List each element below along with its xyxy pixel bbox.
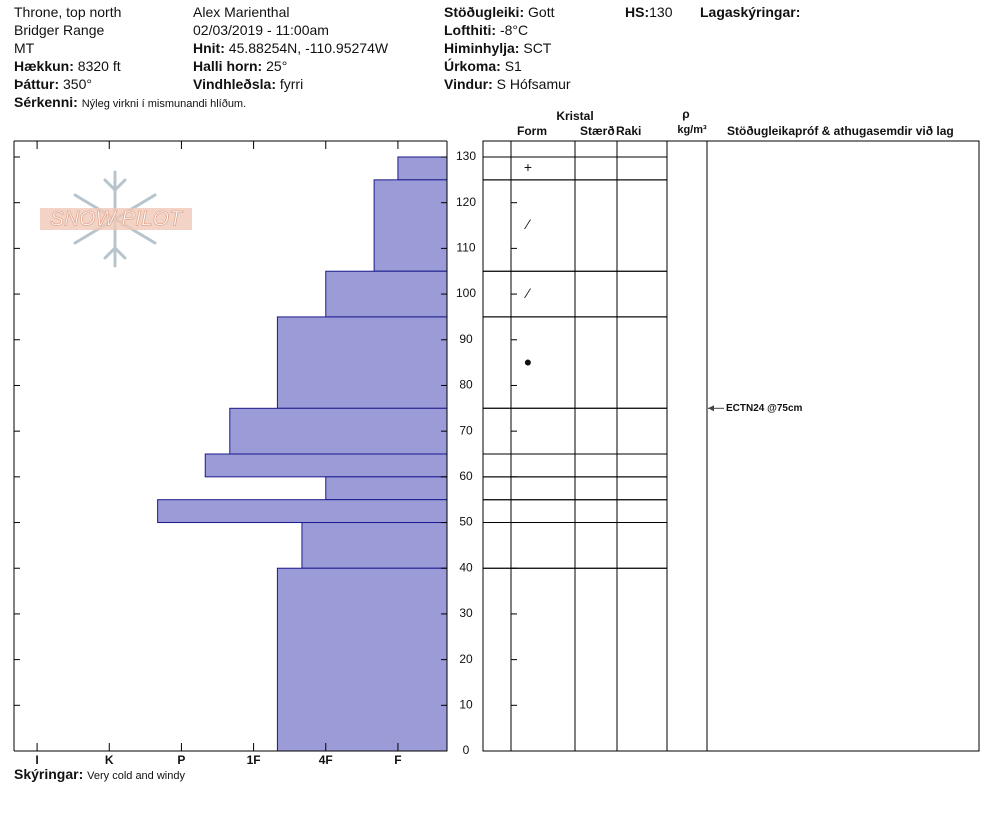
table-frame	[482, 140, 980, 752]
arrow-head	[708, 405, 714, 412]
grain-form: ⁄	[524, 285, 532, 301]
value: Nýleg virkni í mismunandi hlíðum.	[81, 98, 247, 110]
value: 130	[649, 4, 673, 20]
logo-text: SNOW PILOT	[50, 208, 184, 231]
layer-notes: Lagaskýringar:	[700, 4, 801, 20]
density-unit: kg/m³	[677, 124, 707, 136]
y-tick-label: 110	[456, 241, 475, 255]
y-tick-label: 50	[459, 515, 473, 529]
state: MT	[14, 40, 35, 56]
x-tick-label: F	[394, 753, 401, 767]
x-tick-label: I	[35, 753, 38, 767]
label: HS:	[625, 4, 650, 20]
x-tick-label: 4F	[319, 753, 333, 767]
value: Very cold and windy	[87, 770, 185, 782]
value: Gott	[528, 4, 555, 20]
test-label: ECTN24 @75cm	[726, 403, 803, 414]
y-tick-label: 90	[459, 332, 473, 346]
footer: Skýringar: Very cold and windy	[14, 765, 185, 785]
hardness-bar	[325, 476, 448, 501]
crystal: Kristal	[556, 109, 593, 123]
precip: Úrkoma: S1	[444, 57, 522, 75]
stability: Stöðugleiki: Gott	[444, 3, 554, 21]
value: S1	[504, 58, 522, 74]
hardness-bar	[325, 270, 448, 318]
location: Throne, top north	[14, 4, 122, 20]
logo-band	[40, 208, 192, 230]
hs: HS:130	[625, 3, 672, 21]
hardness-bar	[229, 407, 448, 455]
air-temp: Lofthiti: -8°C	[444, 21, 528, 39]
y-tick-label: 40	[459, 560, 473, 574]
label: Halli horn:	[193, 58, 263, 74]
y-tick-label: 80	[459, 378, 473, 392]
hardness-bar	[397, 156, 448, 181]
value: 8320 ft	[77, 58, 121, 74]
observer: Alex Marienthal	[193, 4, 290, 20]
elevation: Hækkun: 8320 ft	[14, 57, 121, 75]
rho: ρ	[682, 107, 689, 121]
slope: Halli horn: 25°	[193, 57, 287, 75]
sky: Himinhylja: SCT	[444, 39, 551, 57]
y-tick-label: 30	[459, 606, 473, 620]
moisture: Raki	[616, 124, 641, 138]
wind-loading: Vindhleðsla: fyrri	[193, 75, 303, 93]
hardness-bar	[373, 179, 448, 272]
label: Himinhylja:	[444, 40, 520, 56]
value: 25°	[266, 58, 288, 74]
features: Sérkenni: Nýleg virkni í mismunandi hlíð…	[14, 93, 246, 113]
x-tick-label: 1F	[247, 753, 261, 767]
y-tick-label: 10	[459, 697, 473, 711]
range: Bridger Range	[14, 22, 105, 38]
y-tick-label: 20	[459, 652, 473, 666]
label: Þáttur:	[14, 76, 60, 92]
value: S Hófsamur	[496, 76, 571, 92]
y-tick-label: 130	[456, 149, 476, 163]
label: Vindur:	[444, 76, 493, 92]
y-tick-label: 100	[456, 286, 476, 300]
label: Vindhleðsla:	[193, 76, 276, 92]
y-tick-label: 0	[463, 743, 470, 757]
value: SCT	[523, 40, 552, 56]
datetime: 02/03/2019 - 11:00am	[193, 22, 329, 38]
y-tick-label: 60	[459, 469, 473, 483]
hardness-bar	[276, 316, 448, 409]
hardness-bar	[157, 499, 448, 524]
coords: Hnit: 45.88254N, -110.95274W	[193, 39, 388, 57]
label: Hnit:	[193, 40, 225, 56]
grain-form: +	[524, 159, 532, 175]
label: Sérkenni:	[14, 94, 78, 110]
grain-form: ⁄	[524, 216, 532, 232]
label: Stöðugleiki:	[444, 4, 525, 20]
table-header: Kristal Form Stærð Raki ρ kg/m³ Stöðugle…	[517, 107, 954, 138]
y-tick-label: 70	[459, 423, 473, 437]
grain-form: ●	[524, 353, 532, 369]
aspect: Þáttur: 350°	[14, 75, 92, 93]
y-tick-label: 120	[456, 195, 476, 209]
label: Úrkoma:	[444, 58, 501, 74]
value: -8°C	[499, 22, 529, 38]
tests-header: Stöðugleikapróf & athugasemdir við lag	[727, 124, 954, 138]
hardness-bar	[204, 453, 448, 478]
form: Form	[517, 124, 547, 138]
value: 350°	[63, 76, 92, 92]
hardness-bar	[276, 567, 448, 752]
hardness-bar	[301, 522, 448, 569]
value: fyrri	[279, 76, 304, 92]
x-tick-label: P	[177, 753, 185, 767]
value: 45.88254N, -110.95274W	[228, 40, 389, 56]
label: Skýringar:	[14, 766, 84, 782]
size: Stærð	[580, 124, 615, 138]
wind: Vindur: S Hófsamur	[444, 75, 571, 93]
label: Lofthiti:	[444, 22, 497, 38]
label: Hækkun:	[14, 58, 74, 74]
x-tick-label: K	[105, 753, 114, 767]
